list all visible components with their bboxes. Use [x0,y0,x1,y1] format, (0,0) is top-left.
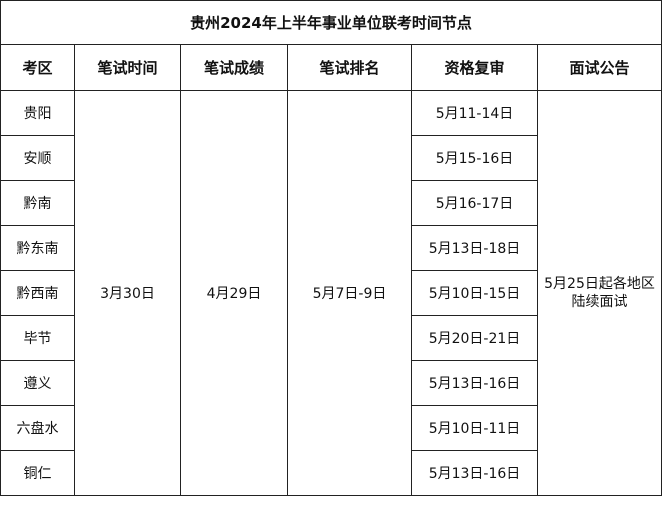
table-row: 遵义 5月13日-16日 [0,360,662,406]
region-cell: 毕节 [0,315,75,361]
review-cell: 5月13日-18日 [411,225,538,271]
table-title: 贵州2024年上半年事业单位联考时间节点 [0,0,662,45]
table-row: 贵阳 3月30日 4月29日 5月7日-9日 5月11-14日 5月25日起各地… [0,90,662,496]
table-row: 毕节 5月20日-21日 [0,315,662,361]
review-cell: 5月11-14日 [411,90,538,136]
header-written-exam: 笔试时间 [74,44,181,91]
region-cell: 六盘水 [0,405,75,451]
header-interview: 面试公告 [537,44,662,91]
header-score: 笔试成绩 [180,44,288,91]
review-cell: 5月10日-11日 [411,405,538,451]
region-cell: 遵义 [0,360,75,406]
header-ranking: 笔试排名 [287,44,412,91]
schedule-table: 贵州2024年上半年事业单位联考时间节点 考区 笔试时间 笔试成绩 笔试排名 资… [0,0,662,496]
review-cell: 5月13日-16日 [411,360,538,406]
region-cell: 安顺 [0,135,75,181]
region-cell: 贵阳 [0,90,75,136]
table-row: 黔东南 5月13日-18日 [0,225,662,271]
review-cell: 5月13日-16日 [411,450,538,496]
region-cell: 铜仁 [0,450,75,496]
score-date: 4月29日 [180,90,288,496]
interview-notice: 5月25日起各地区 陆续面试 [537,90,662,496]
table-row: 铜仁 5月13日-16日 [0,450,662,496]
review-cell: 5月15-16日 [411,135,538,181]
review-cell: 5月20日-21日 [411,315,538,361]
header-region: 考区 [0,44,75,91]
region-cell: 黔南 [0,180,75,226]
review-cell: 5月10日-15日 [411,270,538,316]
table-row: 黔南 5月16-17日 [0,180,662,226]
table-row: 安顺 5月15-16日 [0,135,662,181]
interview-notice-line2: 陆续面试 [571,294,628,310]
region-cell: 黔东南 [0,225,75,271]
table-row: 六盘水 5月10日-11日 [0,405,662,451]
region-cell: 黔西南 [0,270,75,316]
review-cell: 5月16-17日 [411,180,538,226]
written-exam-date: 3月30日 [74,90,181,496]
ranking-date: 5月7日-9日 [287,90,412,496]
table-row: 黔西南 5月10日-15日 [0,270,662,316]
interview-notice-line1: 5月25日起各地区 [544,276,655,292]
header-review: 资格复审 [411,44,538,91]
